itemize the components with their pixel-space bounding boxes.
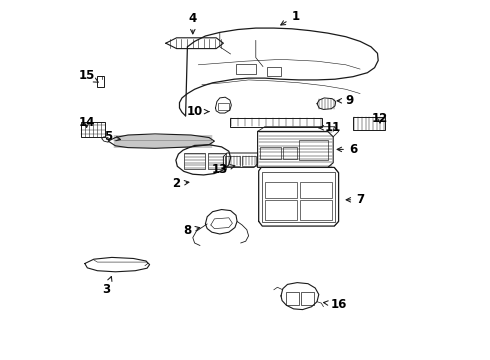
Bar bbox=[265, 200, 297, 220]
Bar bbox=[267, 67, 281, 76]
Bar bbox=[184, 153, 205, 169]
Text: 15: 15 bbox=[78, 69, 98, 82]
Bar bbox=[236, 64, 256, 74]
Text: 13: 13 bbox=[212, 163, 235, 176]
Text: 1: 1 bbox=[281, 10, 299, 25]
Text: 5: 5 bbox=[104, 130, 121, 143]
Text: 4: 4 bbox=[189, 12, 197, 34]
Bar bbox=[301, 292, 315, 305]
Text: 6: 6 bbox=[337, 143, 357, 156]
Bar bbox=[230, 118, 321, 127]
Bar bbox=[286, 292, 299, 305]
Text: 9: 9 bbox=[337, 94, 353, 107]
Bar bbox=[265, 182, 297, 198]
Bar bbox=[262, 172, 335, 222]
Bar bbox=[353, 117, 386, 130]
Text: 14: 14 bbox=[78, 116, 95, 129]
Bar bbox=[218, 103, 229, 110]
Text: 12: 12 bbox=[372, 112, 388, 125]
Bar bbox=[300, 200, 332, 220]
Bar bbox=[300, 182, 332, 198]
Bar bbox=[299, 140, 328, 160]
Bar bbox=[260, 147, 281, 159]
Bar bbox=[97, 76, 104, 87]
Bar bbox=[208, 153, 225, 169]
Text: 16: 16 bbox=[323, 298, 347, 311]
Text: 8: 8 bbox=[183, 224, 200, 237]
Text: 3: 3 bbox=[102, 276, 112, 296]
Bar bbox=[225, 156, 240, 166]
Text: 7: 7 bbox=[346, 193, 364, 206]
Text: 10: 10 bbox=[187, 105, 209, 118]
Bar bbox=[81, 122, 104, 137]
Text: 2: 2 bbox=[172, 177, 189, 190]
Bar bbox=[283, 147, 297, 159]
Bar bbox=[242, 156, 256, 166]
Text: 11: 11 bbox=[319, 121, 342, 134]
